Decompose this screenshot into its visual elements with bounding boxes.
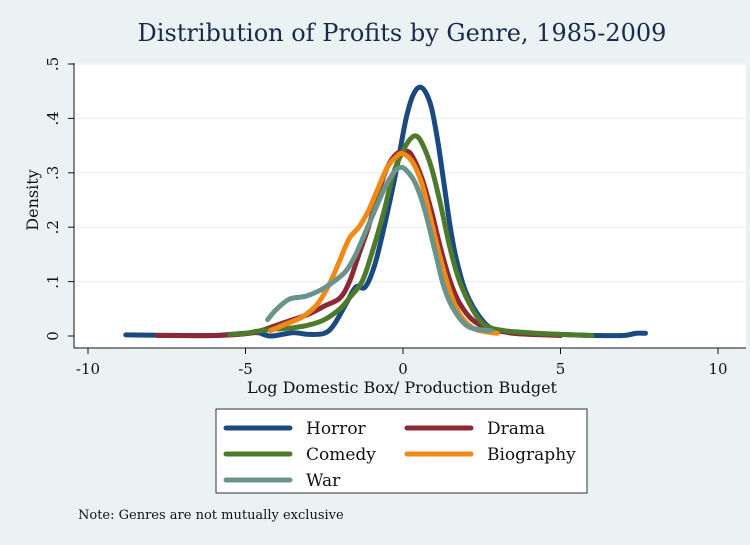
axes: 0 .1 .2 .3 .4 .5 -10 -5 0 5 10	[44, 57, 746, 378]
x-tick-label: -5	[238, 360, 253, 378]
x-tick-label: 0	[398, 360, 408, 378]
x-axis-label: Log Domestic Box/ Production Budget	[247, 378, 558, 397]
series-line-biography	[268, 151, 500, 336]
legend-label-drama: Drama	[487, 419, 545, 439]
series-line-comedy	[227, 133, 595, 338]
x-tick-label: -10	[76, 360, 100, 378]
series-curves	[123, 84, 648, 339]
y-tick-label: .5	[44, 57, 62, 71]
y-axis-label: Density	[23, 169, 42, 230]
y-tick-label: 0	[44, 331, 62, 341]
chart-title: Distribution of Profits by Genre, 1985-2…	[138, 19, 667, 47]
x-tick-label: 10	[708, 360, 727, 378]
series-line-war	[265, 164, 494, 334]
legend-label-comedy: Comedy	[306, 445, 376, 465]
legend-label-horror: Horror	[306, 419, 367, 439]
y-tick-label: .1	[44, 274, 62, 288]
legend-label-biography: Biography	[487, 445, 576, 465]
legend: Horror Drama Comedy Biography War	[215, 408, 588, 494]
y-tick-label: .4	[44, 111, 62, 125]
x-tick-label: 5	[556, 360, 566, 378]
y-tick-label: .2	[44, 220, 62, 234]
footnote: Note: Genres are not mutually exclusive	[78, 508, 344, 523]
legend-label-war: War	[306, 471, 341, 491]
y-tick-label: .3	[44, 166, 62, 180]
